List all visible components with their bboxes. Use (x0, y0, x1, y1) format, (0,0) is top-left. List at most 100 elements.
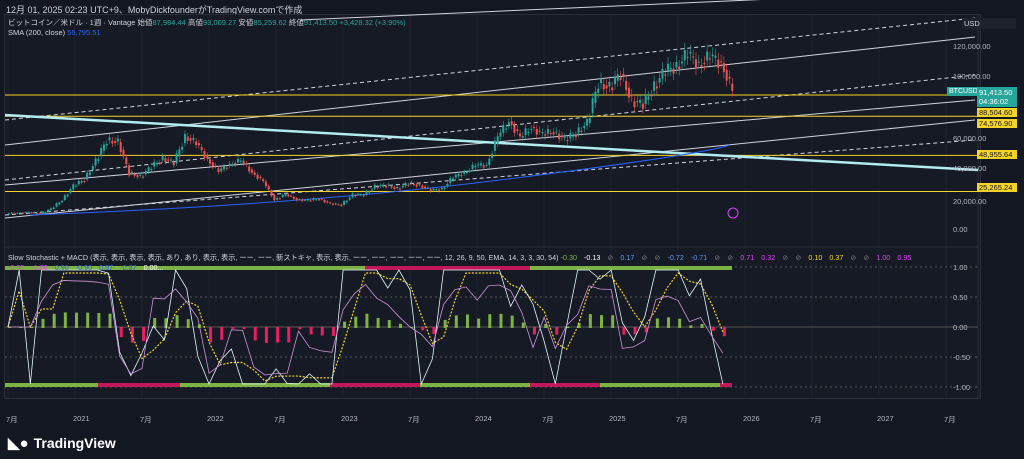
macd-histogram-bar (655, 318, 659, 328)
symbol-title[interactable]: ビットコイン／米ドル · 1週 · Vantage (8, 18, 136, 27)
time-tick: 2025 (609, 414, 626, 423)
macd-histogram-bar (555, 327, 559, 335)
candle-body (546, 129, 549, 134)
oscillator-tick: 0.50 (953, 293, 968, 302)
candle-body (443, 187, 446, 189)
change-value: +3,428.32 (+3.90%) (339, 18, 406, 27)
sma-label[interactable]: SMA (200, close) (8, 28, 66, 37)
candle-body (541, 132, 544, 134)
candle-body (457, 173, 460, 177)
candle-body (717, 59, 720, 68)
macd-histogram-bar (253, 327, 257, 341)
candle-body (209, 159, 212, 164)
candle-body (491, 153, 494, 158)
candle-body (256, 174, 259, 179)
candle-body (608, 81, 611, 87)
candle-body (111, 140, 114, 144)
candle-body (44, 212, 47, 214)
candle-body (172, 161, 175, 166)
candle-body (379, 185, 382, 187)
candle-body (156, 162, 159, 165)
candle-body (197, 143, 200, 146)
trend-bar-top-segment (365, 266, 530, 270)
candle-body (552, 132, 555, 135)
candle-body (167, 159, 170, 161)
oscillator-legend[interactable]: Slow Stochastic + MACD (表示, 表示, 表示, 表示, … (8, 253, 938, 273)
candle-body (672, 68, 675, 74)
oscillator-tick: -1.00 (953, 383, 971, 392)
candle-body (594, 91, 597, 103)
candle-body (410, 182, 413, 184)
time-tick: 2022 (207, 414, 224, 423)
oscillator-value: 0.00... (143, 263, 164, 272)
candle-body (119, 142, 122, 153)
candle-body (647, 96, 650, 100)
candle-body (125, 157, 128, 165)
time-tick: 7月 (140, 415, 152, 424)
candle-body (8, 213, 10, 215)
oscillator-value: 0.37 (829, 253, 844, 262)
macd-histogram-bar (354, 316, 358, 328)
macd-histogram-bar (387, 320, 391, 328)
macd-histogram-bar (577, 323, 581, 328)
tradingview-logo[interactable]: ◣● TradingView (8, 434, 116, 452)
macd-histogram-bar (700, 324, 704, 328)
candle-body (644, 94, 647, 105)
candle-body (555, 131, 558, 133)
candle-body (452, 178, 455, 181)
candle-body (505, 128, 508, 130)
candle-body (689, 51, 692, 54)
oscillator-value: 0.10 (808, 253, 823, 262)
time-tick: 7月 (408, 415, 420, 424)
candle-body (398, 188, 401, 190)
candle-body (686, 56, 689, 58)
candle-body (703, 62, 706, 64)
candle-body (625, 80, 628, 91)
candle-body (376, 186, 379, 189)
high-label: 高値 (187, 18, 203, 27)
candle-body (479, 163, 482, 166)
candle-body (228, 163, 231, 166)
macd-histogram-bar (365, 313, 369, 328)
candle-body (393, 186, 396, 189)
macd-histogram-bar (633, 327, 637, 335)
time-tick: 2021 (73, 414, 90, 423)
level-price-tag: 88,504.60 (977, 108, 1017, 117)
trend-bar-bottom-segment (720, 383, 732, 387)
currency-label[interactable]: USD (962, 18, 1016, 29)
sma-value: 55,795.51 (67, 28, 101, 37)
channel-line (4, 17, 976, 121)
candle-body (27, 212, 30, 214)
candle-body (407, 184, 410, 186)
candle-body (488, 158, 491, 166)
candle-body (365, 191, 368, 195)
candle-body (675, 62, 678, 68)
candle-body (616, 74, 619, 81)
candle-body (454, 174, 457, 178)
candle-body (641, 103, 644, 109)
candle-body (507, 122, 510, 126)
candle-body (102, 144, 105, 151)
candle-body (192, 138, 195, 140)
open-label: 始値 (137, 18, 153, 27)
macd-histogram-bar (410, 327, 414, 328)
candle-body (460, 174, 463, 177)
candle-body (711, 54, 714, 57)
oscillator-value: -0.72 (667, 253, 684, 262)
candle-body (217, 168, 220, 173)
candle-body (340, 204, 343, 206)
price-tick: 60,000.00 (953, 133, 987, 143)
candle-body (720, 61, 723, 63)
candle-body (373, 184, 376, 189)
candle-body (683, 49, 686, 61)
chart-panel[interactable] (4, 14, 981, 399)
candle-body (200, 147, 203, 151)
macd-histogram-bar (276, 327, 280, 343)
macd-histogram-bar (153, 317, 157, 328)
oscillator-value: 0.87 (99, 263, 114, 272)
candle-body (385, 185, 388, 188)
candle-body (446, 183, 449, 186)
candle-body (239, 160, 242, 162)
candle-body (169, 159, 172, 161)
